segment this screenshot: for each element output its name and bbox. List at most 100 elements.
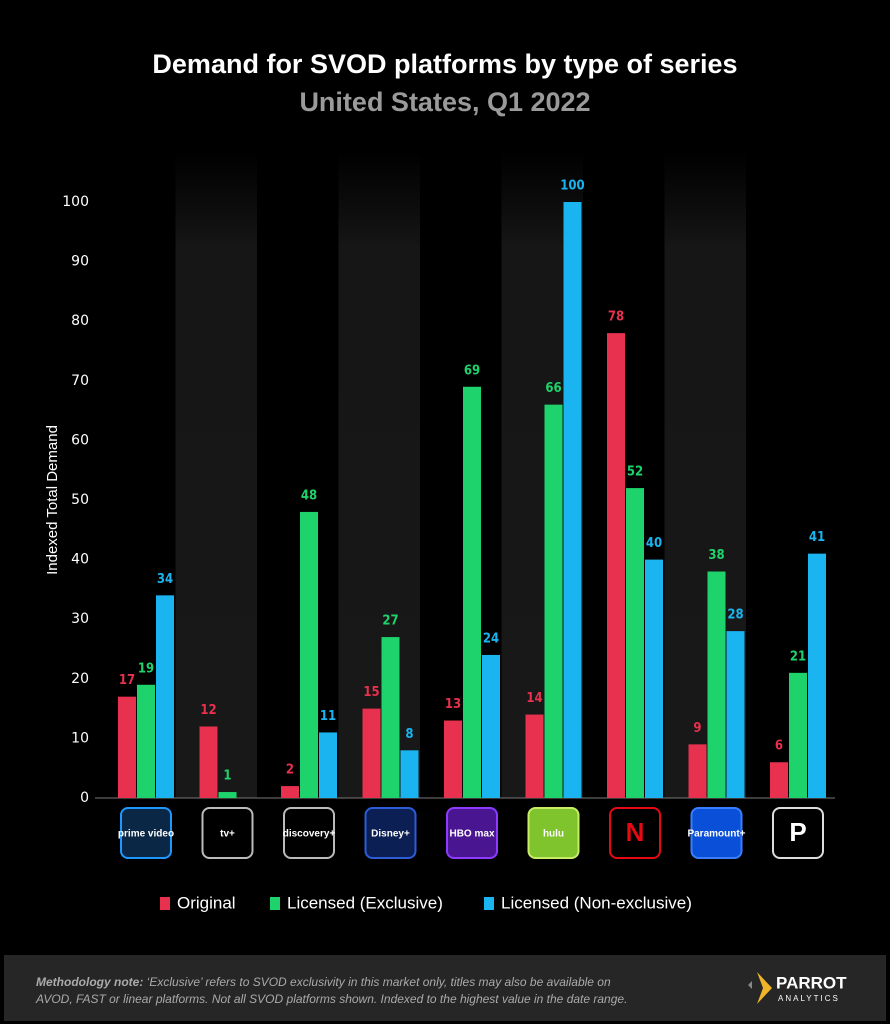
value-label: 13 <box>445 697 461 712</box>
y-tick-label: 100 <box>62 194 89 210</box>
bar <box>319 732 337 798</box>
legend-label: Licensed (Exclusive) <box>287 893 443 912</box>
band <box>175 150 257 798</box>
logo-text: N <box>626 817 645 847</box>
chart-subtitle: United States, Q1 2022 <box>299 87 590 117</box>
value-label: 40 <box>646 536 662 551</box>
y-tick-label: 40 <box>71 552 89 568</box>
value-label: 34 <box>157 572 173 587</box>
brand-arrow <box>748 981 752 989</box>
value-label: 78 <box>608 310 624 325</box>
bar <box>362 708 381 798</box>
value-label: 6 <box>775 739 783 754</box>
footer-note: Methodology note: ‘Exclusive’ refers to … <box>36 975 611 989</box>
value-label: 66 <box>545 381 561 396</box>
logo-tile <box>364 807 417 859</box>
bar <box>199 726 218 798</box>
bar <box>156 595 174 798</box>
y-tick-label: 0 <box>80 790 89 806</box>
bar <box>688 744 707 798</box>
brand-icon <box>757 972 772 1004</box>
value-label: 15 <box>363 685 379 700</box>
logo-text: Paramount+ <box>687 829 745 840</box>
value-label: 21 <box>790 649 806 664</box>
bar <box>707 571 726 798</box>
bar <box>789 672 807 798</box>
y-tick-label: 80 <box>71 313 89 329</box>
y-axis-label: Indexed Total Demand <box>44 425 61 575</box>
logo-tile <box>120 807 172 859</box>
logo-text: Disney+ <box>371 829 410 840</box>
logo-tile <box>772 807 824 859</box>
brand-sub: ANALYTICS <box>778 994 840 1003</box>
value-label: 8 <box>405 727 413 742</box>
bar <box>544 404 563 798</box>
bar <box>137 684 155 798</box>
value-label: 2 <box>286 763 294 778</box>
logo-text: discovery+ <box>283 829 336 840</box>
y-tick-label: 10 <box>71 730 89 746</box>
value-label: 14 <box>526 691 542 706</box>
bar <box>218 792 237 798</box>
note-line: AVOD, FAST or linear platforms. Not all … <box>35 992 627 1006</box>
legend-label: Original <box>177 893 236 912</box>
logo-text: tv+ <box>220 829 235 840</box>
logo-text: P <box>789 817 806 847</box>
value-label: 28 <box>727 608 743 623</box>
note-line: ‘Exclusive’ refers to SVOD exclusivity i… <box>147 975 611 989</box>
legend-swatch <box>270 897 280 910</box>
bar <box>300 511 318 798</box>
logo-tile <box>609 807 661 859</box>
bar <box>381 637 400 798</box>
logo-text: hulu <box>543 829 564 840</box>
legend-label: Licensed (Non-exclusive) <box>501 893 692 912</box>
value-label: 41 <box>809 530 825 545</box>
y-tick-label: 70 <box>71 373 89 389</box>
logo-tile <box>527 807 580 859</box>
bar <box>770 762 788 798</box>
y-tick-label: 50 <box>71 492 89 508</box>
footer-bg <box>4 955 886 1021</box>
bar <box>808 553 826 798</box>
bar <box>444 720 462 798</box>
value-label: 19 <box>138 661 154 676</box>
chart-title: Demand for SVOD platforms by type of ser… <box>152 49 737 79</box>
note-label: Methodology note: <box>36 975 143 989</box>
logo-text: prime video <box>118 829 174 840</box>
value-label: 11 <box>320 709 336 724</box>
y-tick-label: 60 <box>71 432 89 448</box>
bar <box>482 654 500 798</box>
value-label: 52 <box>627 465 643 480</box>
legend-swatch <box>160 897 170 910</box>
legend-swatch <box>484 897 494 910</box>
bar <box>281 786 299 798</box>
y-tick-label: 20 <box>71 671 89 687</box>
value-label: 12 <box>200 703 216 718</box>
y-tick-label: 90 <box>71 254 89 270</box>
logo-text: HBO max <box>449 829 494 840</box>
bar <box>400 750 419 798</box>
value-label: 24 <box>483 631 499 646</box>
bar <box>463 386 481 798</box>
value-label: 17 <box>119 673 135 688</box>
brand: PARROT <box>776 973 847 992</box>
bar <box>607 333 625 798</box>
value-label: 27 <box>382 614 398 629</box>
logo-tile <box>690 807 743 859</box>
value-label: 100 <box>560 179 584 194</box>
bar <box>726 631 745 798</box>
bar <box>645 559 663 798</box>
bar <box>525 714 544 798</box>
value-label: 38 <box>708 548 724 563</box>
bar <box>626 488 644 798</box>
bar <box>118 696 136 798</box>
logo-tile <box>201 807 254 859</box>
bar <box>563 202 582 798</box>
logo-tile <box>283 807 335 859</box>
logo-tile <box>446 807 498 859</box>
value-label: 1 <box>223 769 231 784</box>
value-label: 9 <box>693 721 701 736</box>
value-label: 69 <box>464 363 480 378</box>
